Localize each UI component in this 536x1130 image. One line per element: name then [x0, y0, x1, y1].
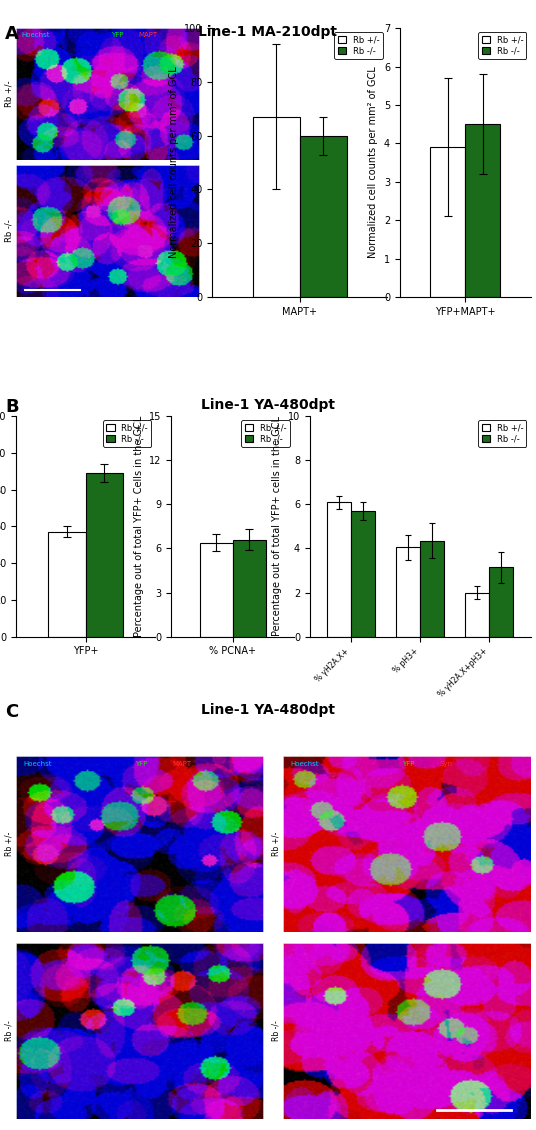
- Text: Line-1 YA-480dpt: Line-1 YA-480dpt: [201, 398, 335, 411]
- Legend: Rb +/-, Rb -/-: Rb +/-, Rb -/-: [478, 33, 526, 59]
- Bar: [465, 124, 501, 297]
- Text: YFP: YFP: [111, 32, 124, 38]
- Text: YFP: YFP: [135, 762, 147, 767]
- Text: YFP: YFP: [402, 762, 414, 767]
- Bar: [86, 473, 123, 636]
- Text: Line-1 YA-480dpt: Line-1 YA-480dpt: [201, 703, 335, 716]
- Bar: [233, 540, 265, 636]
- Bar: [396, 547, 420, 636]
- Bar: [430, 147, 465, 297]
- Y-axis label: Rb +/-: Rb +/-: [271, 832, 280, 857]
- Text: MAPT: MAPT: [172, 762, 191, 767]
- Y-axis label: Percentage out of total YFP+ cells in the GCL: Percentage out of total YFP+ cells in th…: [272, 417, 282, 636]
- Legend: Rb +/-, Rb -/-: Rb +/-, Rb -/-: [103, 420, 151, 446]
- Bar: [48, 532, 86, 636]
- Text: Hoechst: Hoechst: [21, 32, 50, 38]
- Text: Line-1 MA-210dpt: Line-1 MA-210dpt: [198, 25, 338, 38]
- Text: MAPT: MAPT: [139, 32, 158, 38]
- Bar: [252, 116, 300, 297]
- Y-axis label: Rb -/-: Rb -/-: [271, 1020, 280, 1041]
- Y-axis label: Normalized cell counts per mm² of GCL: Normalized cell counts per mm² of GCL: [368, 67, 378, 259]
- Legend: Rb +/-, Rb -/-: Rb +/-, Rb -/-: [241, 420, 289, 446]
- Bar: [200, 542, 233, 636]
- Text: A: A: [5, 25, 19, 43]
- Text: Syn: Syn: [439, 762, 452, 767]
- Y-axis label: Rb +/-: Rb +/-: [4, 832, 13, 857]
- Bar: [489, 567, 513, 636]
- Text: Hoechst: Hoechst: [24, 762, 52, 767]
- Text: C: C: [5, 703, 19, 721]
- Y-axis label: Percentage out of total YFP+ Cells in the GCL: Percentage out of total YFP+ Cells in th…: [134, 416, 144, 637]
- Bar: [420, 541, 444, 636]
- Bar: [300, 136, 346, 297]
- Text: Hoechst: Hoechst: [291, 762, 319, 767]
- Legend: Rb +/-, Rb -/-: Rb +/-, Rb -/-: [478, 420, 526, 446]
- Y-axis label: Normalized cell counts per mm² of GCL: Normalized cell counts per mm² of GCL: [169, 67, 178, 259]
- Y-axis label: Rb -/-: Rb -/-: [4, 1020, 13, 1041]
- Bar: [351, 511, 375, 636]
- Text: B: B: [5, 398, 19, 416]
- Legend: Rb +/-, Rb -/-: Rb +/-, Rb -/-: [334, 33, 383, 59]
- Y-axis label: Rb +/-: Rb +/-: [4, 81, 13, 107]
- Y-axis label: Rb -/-: Rb -/-: [4, 219, 13, 243]
- Bar: [465, 592, 489, 636]
- Bar: [327, 502, 351, 636]
